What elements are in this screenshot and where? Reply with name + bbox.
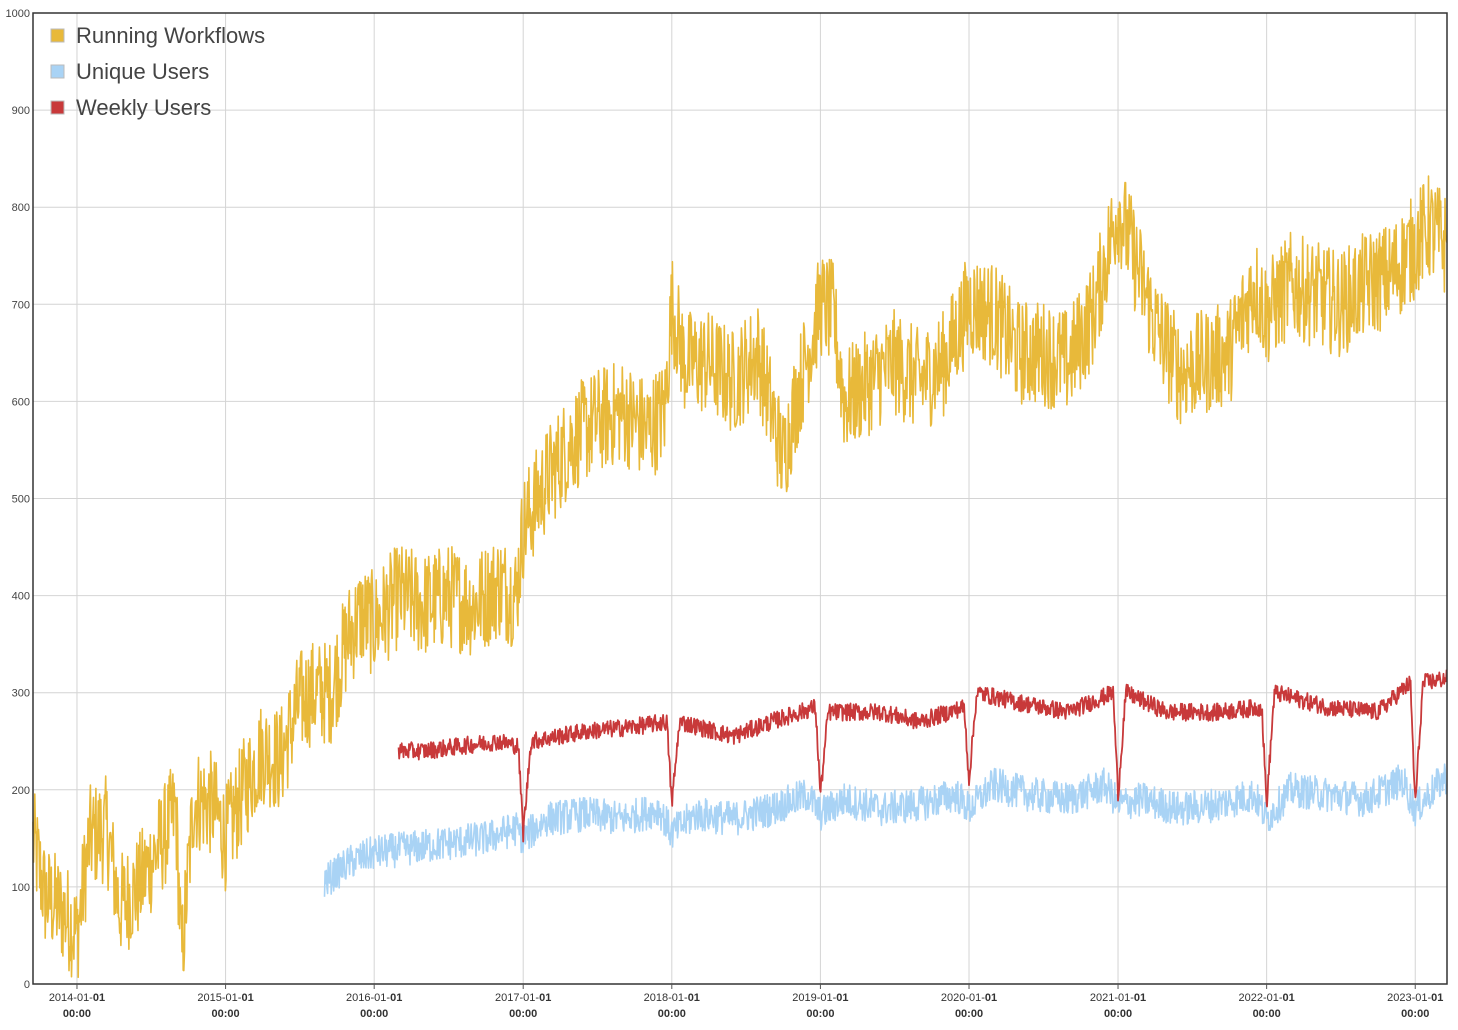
x-tick-label: 2023-01-01 bbox=[1387, 992, 1443, 1004]
series-line-weekly-users bbox=[397, 669, 1448, 843]
series-line-unique-users bbox=[323, 763, 1448, 897]
x-axis: 2014-01-01 00:00 2015-01-01 00:00 2016-01-01… bbox=[49, 984, 1443, 1020]
x-tick-label: 2021-01-01 bbox=[1090, 992, 1146, 1004]
legend-item-running-workflows[interactable]: Running Workflows bbox=[50, 23, 265, 48]
y-tick-label: 0 bbox=[24, 979, 30, 991]
legend-swatch bbox=[50, 64, 65, 79]
x-tick-label: 2019-01-01 bbox=[792, 992, 848, 1004]
y-tick-label: 300 bbox=[12, 688, 30, 700]
x-tick-time-label: 00:00 bbox=[1104, 1008, 1132, 1020]
x-tick-label: 2018-01-01 bbox=[644, 992, 700, 1004]
legend-swatch bbox=[50, 28, 65, 43]
legend-label: Running Workflows bbox=[76, 23, 265, 48]
y-tick-label: 500 bbox=[12, 494, 30, 506]
x-tick-time-label: 00:00 bbox=[212, 1008, 240, 1020]
legend-swatch bbox=[50, 100, 65, 115]
legend-label: Unique Users bbox=[76, 59, 209, 84]
legend-item-unique-users[interactable]: Unique Users bbox=[50, 59, 209, 84]
x-tick-label: 2022-01-01 bbox=[1238, 992, 1294, 1004]
y-tick-label: 200 bbox=[12, 785, 30, 797]
x-tick-time-label: 00:00 bbox=[658, 1008, 686, 1020]
x-tick-label: 2017-01-01 bbox=[495, 992, 551, 1004]
x-tick-time-label: 00:00 bbox=[1401, 1008, 1429, 1020]
y-tick-label: 600 bbox=[12, 396, 30, 408]
y-tick-label: 1000 bbox=[6, 8, 30, 20]
series-line-running-workflows bbox=[32, 175, 1448, 978]
x-tick-time-label: 00:00 bbox=[63, 1008, 91, 1020]
series-lines bbox=[32, 175, 1448, 978]
x-tick-time-label: 00:00 bbox=[360, 1008, 388, 1020]
x-tick-label: 2014-01-01 bbox=[49, 992, 105, 1004]
x-tick-label: 2020-01-01 bbox=[941, 992, 997, 1004]
y-tick-label: 400 bbox=[12, 591, 30, 603]
x-tick-time-label: 00:00 bbox=[955, 1008, 983, 1020]
y-tick-label: 100 bbox=[12, 882, 30, 894]
x-tick-label: 2015-01-01 bbox=[197, 992, 253, 1004]
y-tick-label: 800 bbox=[12, 202, 30, 214]
y-tick-label: 900 bbox=[12, 105, 30, 117]
y-tick-label: 700 bbox=[12, 299, 30, 311]
legend[interactable]: Running Workflows Unique Users Weekly User… bbox=[50, 23, 265, 120]
x-tick-label: 2016-01-01 bbox=[346, 992, 402, 1004]
plot-frame bbox=[32, 12, 1448, 985]
x-tick-time-label: 00:00 bbox=[509, 1008, 537, 1020]
x-tick-time-label: 00:00 bbox=[806, 1008, 834, 1020]
legend-label: Weekly Users bbox=[76, 95, 211, 120]
y-axis: 0 100 200 300 400 500 600 700 800 900 1000 bbox=[6, 8, 30, 991]
x-tick-time-label: 00:00 bbox=[1253, 1008, 1281, 1020]
legend-item-weekly-users[interactable]: Weekly Users bbox=[50, 95, 211, 120]
gridlines bbox=[33, 12, 1447, 985]
